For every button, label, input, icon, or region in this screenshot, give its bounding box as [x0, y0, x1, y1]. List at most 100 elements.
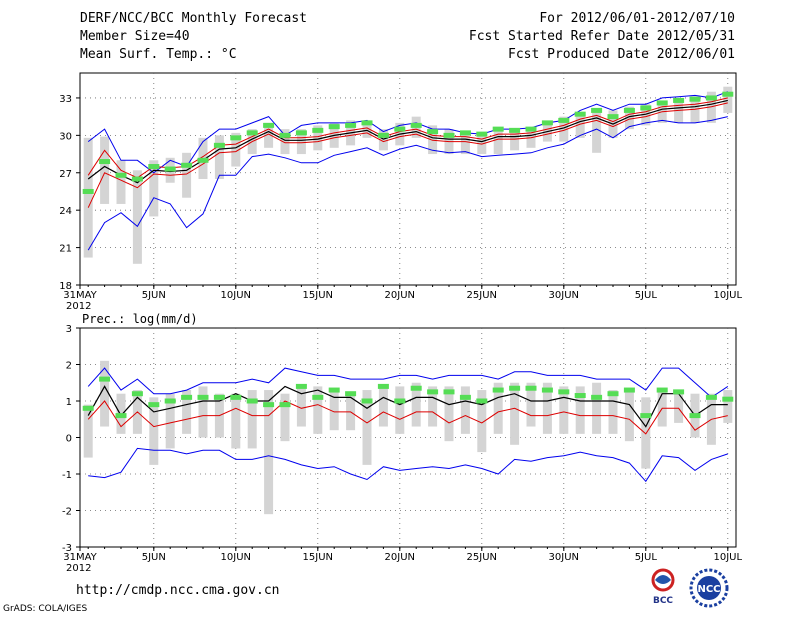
temp-obs-marker	[623, 107, 635, 113]
prec-obs-marker	[722, 396, 734, 402]
prec-range-bar	[247, 390, 257, 449]
temp-xtick-label: 5JUL	[635, 290, 658, 301]
prec-ytick-label: 1	[66, 397, 72, 408]
temp-xtick-label: 31MAY	[63, 290, 97, 301]
temp-obs-marker	[558, 117, 570, 123]
prec-ytick-label: 2	[66, 361, 72, 372]
temp-obs-marker	[525, 126, 537, 132]
temp-range-bar	[477, 132, 487, 155]
temp-ytick-label: 21	[59, 244, 72, 255]
temp-range-bar	[116, 160, 126, 204]
prec-range-bar	[182, 390, 192, 434]
temp-obs-marker	[705, 95, 717, 101]
temp-obs-marker	[263, 122, 275, 128]
prec-ytick-label: -3	[62, 543, 72, 554]
prec-obs-marker	[213, 394, 225, 400]
temp-range-bar	[100, 136, 110, 204]
source-url[interactable]: http://cmdp.ncc.cma.gov.cn	[76, 583, 280, 598]
prec-xtick-label: 25JUN	[467, 552, 497, 563]
prec-range-bar	[378, 386, 388, 427]
temp-obs-marker	[148, 164, 160, 170]
prec-obs-marker	[82, 405, 94, 411]
temp-range-bar	[575, 112, 585, 138]
prec-xtick-label: 15JUN	[303, 552, 333, 563]
prec-obs-marker	[623, 387, 635, 393]
temp-obs-marker	[82, 188, 94, 194]
temp-range-bar	[542, 122, 552, 142]
prec-min-line	[88, 447, 728, 483]
prec-xtick-label: 30JUN	[549, 552, 579, 563]
prec-secondary-line	[87, 400, 728, 435]
prec-xtick-label: 5JUL	[635, 552, 658, 563]
prec-obs-marker	[263, 402, 275, 408]
prec-obs-marker	[640, 413, 652, 419]
temp-obs-marker	[345, 122, 357, 128]
temp-obs-marker	[640, 105, 652, 111]
prec-range-bar	[264, 390, 274, 515]
temp-obs-marker	[377, 132, 389, 138]
temp-obs-marker	[164, 166, 176, 172]
prec-obs-marker	[131, 391, 143, 397]
prec-ytick-label: 3	[66, 324, 72, 335]
temp-xtick-label: 25JUN	[467, 290, 497, 301]
temp-range-bar	[624, 106, 634, 130]
temp-max-line	[87, 91, 728, 174]
temp-range-bar	[723, 86, 733, 113]
prec-obs-marker	[361, 398, 373, 404]
temp-range-bar	[706, 91, 716, 123]
temp-xtick-label: 15JUN	[303, 290, 333, 301]
temp-xtick-label: 10JUN	[221, 290, 251, 301]
prec-ytick-label: -1	[62, 470, 72, 481]
prec-range-bar	[526, 382, 536, 427]
temp-obs-marker	[99, 159, 111, 165]
temp-ytick-label: 24	[59, 206, 72, 217]
prec-obs-marker	[443, 389, 455, 395]
temp-range-bar	[182, 152, 192, 198]
temp-obs-marker	[459, 130, 471, 136]
temp-range-bar	[132, 170, 142, 264]
prec-range-bar	[83, 404, 93, 458]
prec-range-bar	[198, 386, 208, 438]
prec-obs-marker	[541, 387, 553, 393]
prec-obs-marker	[459, 394, 471, 400]
temp-year-label: 2012	[66, 301, 91, 312]
prec-range-bar	[362, 390, 372, 465]
prec-range-bar	[493, 382, 503, 434]
member-size: Member Size=40	[80, 29, 190, 44]
prec-xtick-label: 10JUN	[221, 552, 251, 563]
prec-title: Prec.: log(mm/d)	[82, 312, 198, 326]
temp-ytick-label: 30	[59, 131, 72, 142]
prec-mean-line	[87, 385, 728, 428]
temp-obs-marker	[181, 162, 193, 168]
temp-obs-marker	[328, 124, 340, 130]
temp-obs-marker	[410, 122, 422, 128]
temp-obs-marker	[213, 142, 225, 148]
prec-obs-marker	[427, 389, 439, 395]
temp-range-bar	[83, 137, 93, 258]
temp-obs-marker	[443, 132, 455, 138]
forecast-start-date: Fcst Started Refer Date 2012/05/31	[468, 29, 735, 44]
prec-obs-marker	[377, 383, 389, 389]
prec-ytick-label: 0	[66, 434, 72, 445]
prec-obs-marker	[246, 398, 258, 404]
temp-obs-marker	[476, 131, 488, 137]
prec-obs-marker	[295, 383, 307, 389]
temp-range-bar	[493, 130, 503, 155]
temp-ytick-label: 33	[59, 94, 72, 105]
ncc-logo-text: NCC	[697, 584, 720, 595]
prec-obs-marker	[328, 387, 340, 393]
prec-range-bar	[608, 390, 618, 434]
temp-obs-marker	[230, 135, 242, 141]
prec-xtick-label: 5JUN	[142, 552, 166, 563]
temp-obs-marker	[115, 172, 127, 178]
prec-obs-marker	[115, 413, 127, 419]
temp-obs-marker	[607, 114, 619, 120]
temp-range-bar	[231, 132, 241, 167]
prec-obs-marker	[689, 413, 701, 419]
prec-obs-marker	[230, 394, 242, 400]
temp-range-bar	[460, 131, 470, 155]
prec-range-bar	[329, 390, 339, 431]
variable-label: Mean Surf. Temp.: °C	[80, 47, 237, 62]
prec-obs-marker	[197, 394, 209, 400]
temp-range-bar	[280, 129, 290, 155]
